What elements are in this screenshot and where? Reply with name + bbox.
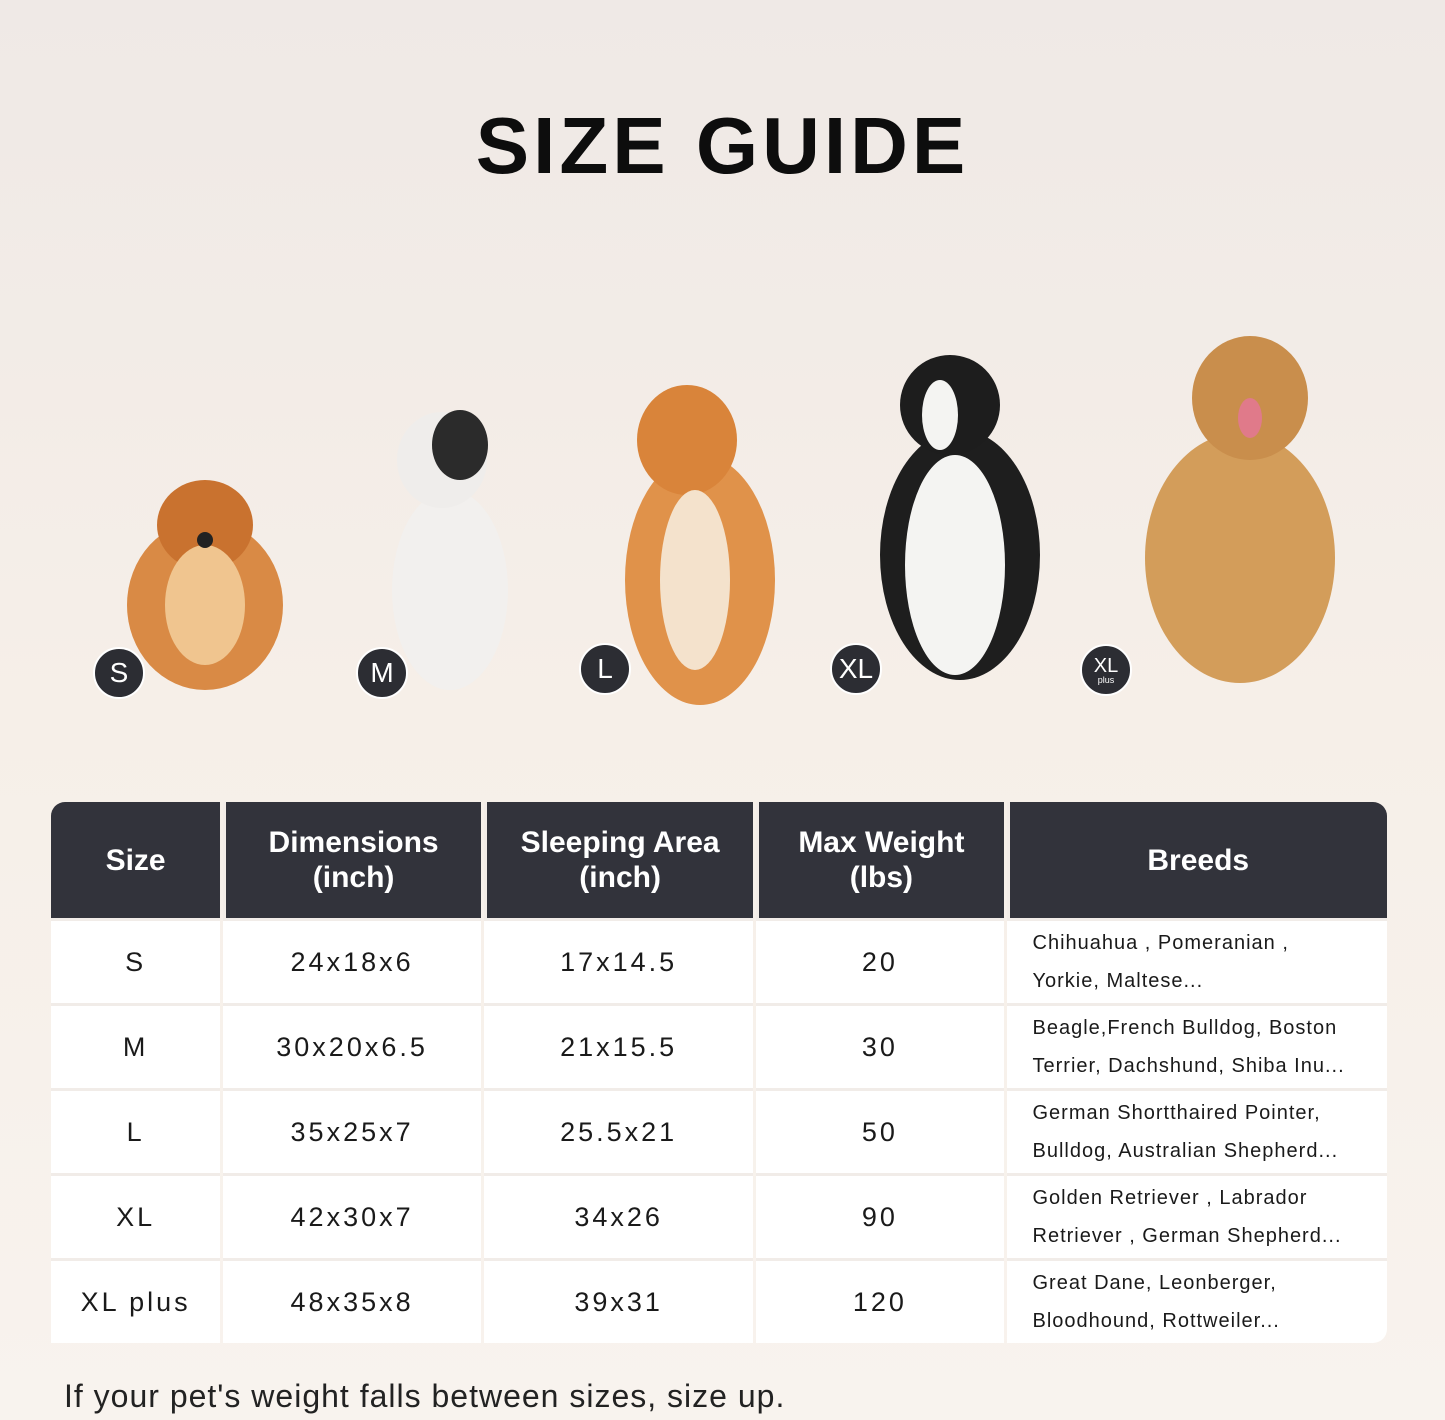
cell-dimensions: 30x20x6.5 <box>223 1003 481 1088</box>
column-header: Breeds <box>1006 802 1387 918</box>
header-label: Breeds <box>1147 843 1250 877</box>
size-badge-xl: XL <box>830 643 882 695</box>
cell-size: XL plus <box>51 1258 221 1343</box>
cell-sleeping-area: 39x31 <box>483 1258 754 1343</box>
cell-sleeping-area: 21x15.5 <box>483 1003 754 1088</box>
cell-size: S <box>51 918 221 1003</box>
cell-dimensions: 48x35x8 <box>223 1258 481 1343</box>
cell-size: XL <box>51 1173 221 1258</box>
cell-sleeping-area: 34x26 <box>483 1173 754 1258</box>
header-label: Dimensions <box>268 826 439 859</box>
breeds-line: Retriever , German Shepherd... <box>1032 1225 1342 1247</box>
shiba-inu-image <box>625 385 775 705</box>
column-header: Size <box>51 802 221 918</box>
size-note: If your pet's weight falls between sizes… <box>64 1378 786 1414</box>
cell-breeds: Chihuahua , Pomeranian , Yorkie, Maltese.… <box>1006 918 1387 1003</box>
cell-max-weight: 120 <box>756 1258 1004 1343</box>
breeds-line: Golden Retriever , Labrador <box>1032 1187 1308 1209</box>
pomeranian-image <box>127 480 283 690</box>
size-table: Size Dimensions (inch) Sleeping Area (inch) M… <box>48 802 1390 1343</box>
column-header: Dimensions (inch) <box>223 802 481 918</box>
cell-max-weight: 30 <box>756 1003 1004 1088</box>
border-collie-image <box>880 355 1040 680</box>
size-badge-s: S <box>93 647 145 699</box>
breeds-line: Terrier, Dachshund, Shiba Inu... <box>1032 1055 1345 1077</box>
golden-retriever-image <box>1145 336 1335 683</box>
table-row: XL plus 48x35x8 39x31 120 Great Dane, Leonbe… <box>51 1258 1387 1343</box>
cell-dimensions: 42x30x7 <box>223 1173 481 1258</box>
header-label: (inch) <box>579 861 661 894</box>
table-row: S 24x18x6 17x14.5 20 Chihuahua , Pomeranian … <box>51 918 1387 1003</box>
size-badge-l: L <box>579 643 631 695</box>
breeds-line: Beagle,French Bulldog, Boston <box>1032 1017 1338 1039</box>
header-label: Size <box>105 843 166 877</box>
size-badge-m: M <box>356 647 408 699</box>
header-label: Sleeping Area <box>520 826 720 859</box>
column-header: Max Weight (lbs) <box>756 802 1004 918</box>
cell-breeds: German Shortthaired Pointer, Bulldog, Aus… <box>1006 1088 1387 1173</box>
table-row: L 35x25x7 25.5x21 50 German Shortthaired Poi… <box>51 1088 1387 1173</box>
cell-max-weight: 50 <box>756 1088 1004 1173</box>
french-bulldog-image <box>392 410 508 690</box>
cell-dimensions: 35x25x7 <box>223 1088 481 1173</box>
breeds-line: Bloodhound, Rottweiler... <box>1032 1310 1280 1332</box>
column-header: Sleeping Area (inch) <box>483 802 754 918</box>
breeds-line: German Shortthaired Pointer, <box>1032 1102 1321 1124</box>
cell-max-weight: 90 <box>756 1173 1004 1258</box>
breeds-line: Chihuahua , Pomeranian , <box>1032 932 1289 954</box>
cell-sleeping-area: 25.5x21 <box>483 1088 754 1173</box>
header-label: (lbs) <box>849 861 914 894</box>
cell-breeds: Beagle,French Bulldog, Boston Terrier, Da… <box>1006 1003 1387 1088</box>
breeds-line: Yorkie, Maltese... <box>1032 970 1204 992</box>
size-badge-xl-plus: XL plus <box>1080 644 1132 696</box>
cell-max-weight: 20 <box>756 918 1004 1003</box>
cell-dimensions: 24x18x6 <box>223 918 481 1003</box>
table-row: M 30x20x6.5 21x15.5 30 Beagle,French Bulldog… <box>51 1003 1387 1088</box>
cell-breeds: Golden Retriever , Labrador Retriever , G… <box>1006 1173 1387 1258</box>
header-label: (inch) <box>312 861 395 894</box>
cell-size: L <box>51 1088 221 1173</box>
page-title: SIZE GUIDE <box>475 101 970 190</box>
cell-sleeping-area: 17x14.5 <box>483 918 754 1003</box>
header-label: Max Weight <box>798 826 965 859</box>
cell-breeds: Great Dane, Leonberger, Bloodhound, Rottw… <box>1006 1258 1387 1343</box>
table-row: XL 42x30x7 34x26 90 Golden Retriever , Labra… <box>51 1173 1387 1258</box>
cell-size: M <box>51 1003 221 1088</box>
breeds-line: Bulldog, Australian Shepherd... <box>1032 1140 1339 1162</box>
breeds-line: Great Dane, Leonberger, <box>1032 1272 1277 1294</box>
